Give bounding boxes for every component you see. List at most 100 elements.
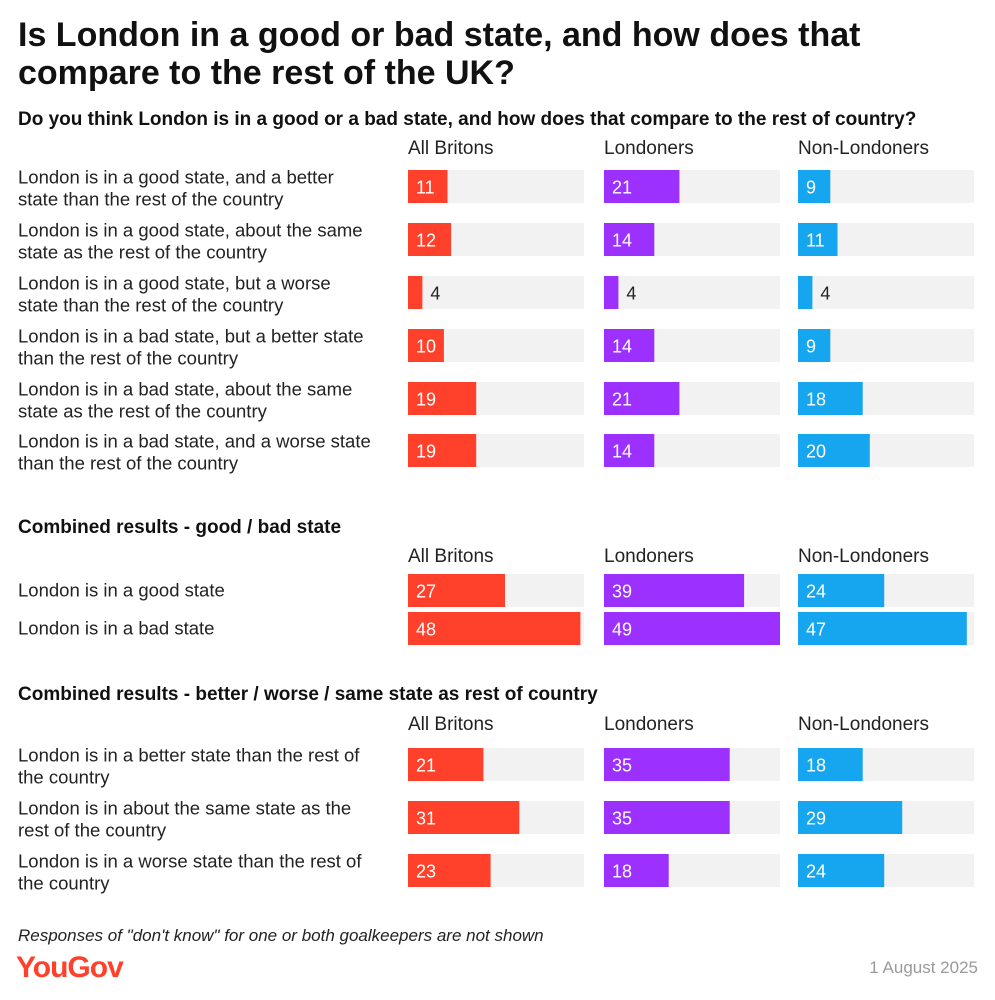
data-label: 4 [820,284,830,304]
row-label-line: London is in a good state, and a better [18,167,334,188]
bar-track [408,276,584,309]
data-label: 21 [612,390,632,410]
bar [798,854,885,887]
row-label-line: London is in a bad state, but a better s… [18,326,364,347]
yougov-logo: YouGov [16,951,124,984]
row-label: London is in a good state [18,580,225,601]
bar [604,748,730,781]
data-label: 18 [612,862,632,882]
bar [408,748,484,781]
data-label: 9 [806,178,816,198]
data-label: 14 [612,231,632,251]
section-title: Combined results - better / worse / same… [18,684,598,705]
bar [604,801,730,834]
row-label-line: the country [18,767,110,788]
row-label-line: state than the rest of the country [18,189,284,210]
row-label-line: London is in a better state than the res… [18,745,360,766]
bar [604,329,655,362]
data-label: 24 [806,582,826,602]
data-label: 23 [416,862,436,882]
bar [604,382,680,415]
column-header: All Britons [408,546,494,567]
data-label: 21 [612,178,632,198]
row-label-line: than the rest of the country [18,348,239,369]
column-header: Non-Londoners [798,714,929,735]
bar [604,574,745,607]
footnote: Responses of "don't know" for one or bot… [18,926,544,945]
bar [408,434,477,467]
bar [798,434,870,467]
row-label-line: state as the rest of the country [18,242,268,263]
row-label-line: rest of the country [18,820,167,841]
column-header: Londoners [604,138,694,159]
bar [408,574,505,607]
data-label: 21 [416,756,436,776]
bar [798,382,863,415]
data-label: 18 [806,390,826,410]
bar [604,276,619,309]
row-label-line: London is in about the same state as the [18,798,351,819]
bar [604,854,669,887]
bar [408,329,444,362]
data-label: 12 [416,231,436,251]
row-label-line: state as the rest of the country [18,401,268,422]
row-label-line: than the rest of the country [18,453,239,474]
row-label-line: the country [18,873,110,894]
bar [408,854,491,887]
column-header: Non-Londoners [798,138,929,159]
data-label: 49 [612,620,632,640]
data-label: 4 [626,284,636,304]
bar [798,170,831,203]
bar [408,170,448,203]
data-label: 20 [806,442,826,462]
bar [604,223,655,256]
bar [408,382,477,415]
column-header: All Britons [408,138,494,159]
bar [604,170,680,203]
data-label: 19 [416,390,436,410]
data-label: 4 [430,284,440,304]
data-label: 14 [612,442,632,462]
data-label: 48 [416,620,436,640]
data-label: 47 [806,620,826,640]
data-label: 19 [416,442,436,462]
bar [798,329,831,362]
section-title: Do you think London is in a good or a ba… [18,109,916,130]
data-label: 35 [612,809,632,829]
row-label-line: state than the rest of the country [18,295,284,316]
data-label: 31 [416,809,436,829]
data-label: 27 [416,582,436,602]
column-header: Londoners [604,714,694,735]
data-label: 11 [416,178,435,198]
bar [798,223,838,256]
data-label: 11 [806,231,825,251]
bar [798,748,863,781]
data-label: 29 [806,809,826,829]
chart-title-line: compare to the rest of the UK? [18,54,515,92]
bar [798,276,813,309]
data-label: 39 [612,582,632,602]
data-label: 10 [416,337,436,357]
data-label: 9 [806,337,816,357]
section-title: Combined results - good / bad state [18,517,341,538]
bar [408,276,423,309]
row-label-line: London is in a worse state than the rest… [18,851,362,872]
bar [798,574,885,607]
bar [408,612,581,645]
bar [408,223,452,256]
bar-track [798,276,974,309]
data-label: 35 [612,756,632,776]
date-label: 1 August 2025 [869,958,978,977]
bar-track [604,276,780,309]
row-label-line: London is in a bad state, and a worse st… [18,431,371,452]
row-label-line: London is in a good state, about the sam… [18,220,363,241]
data-label: 14 [612,337,632,357]
column-header: Non-Londoners [798,546,929,567]
column-header: All Britons [408,714,494,735]
data-label: 18 [806,756,826,776]
bar [604,434,655,467]
row-label-line: London is in a bad state, about the same [18,379,352,400]
bar [798,801,903,834]
row-label-line: London is in a good state, but a worse [18,273,331,294]
